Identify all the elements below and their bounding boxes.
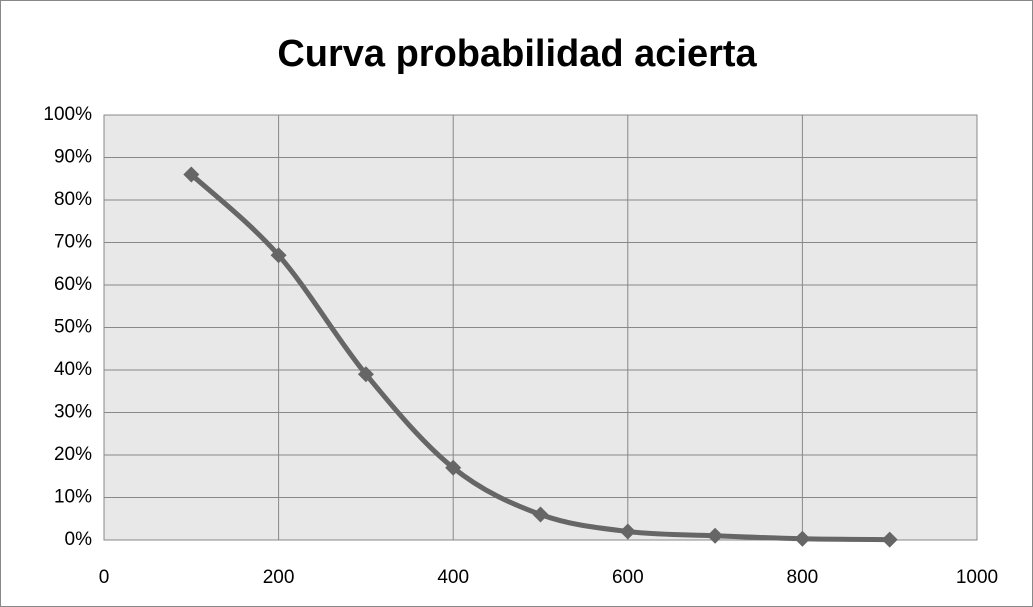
marker	[357, 366, 374, 383]
marker	[183, 166, 200, 183]
marker	[270, 247, 287, 264]
y-tick-label: 0%	[65, 529, 93, 550]
y-tick-label: 50%	[54, 317, 92, 338]
chart-title: Curva probabilidad acierta	[277, 33, 757, 75]
x-tick-label: 1000	[956, 567, 998, 588]
x-tick-label: 800	[787, 567, 819, 588]
marker	[794, 530, 811, 547]
y-tick-label: 80%	[54, 189, 92, 210]
y-tick-label: 30%	[54, 402, 92, 423]
x-tick-label: 200	[263, 567, 295, 588]
y-tick-label: 40%	[54, 359, 92, 380]
y-tick-label: 90%	[54, 147, 92, 168]
x-tick-label: 400	[437, 567, 469, 588]
marker	[445, 459, 462, 476]
y-tick-label: 60%	[54, 274, 92, 295]
marker	[532, 506, 549, 523]
marker	[707, 527, 724, 544]
y-tick-label: 70%	[54, 232, 92, 253]
y-tick-label: 100%	[43, 104, 92, 125]
marker	[881, 531, 898, 548]
x-tick-label: 600	[612, 567, 644, 588]
y-tick-label: 10%	[54, 487, 92, 508]
line	[189, 172, 890, 543]
x-tick-label: 0	[99, 567, 110, 588]
y-tick-label: 20%	[54, 444, 92, 465]
marker	[619, 523, 636, 540]
